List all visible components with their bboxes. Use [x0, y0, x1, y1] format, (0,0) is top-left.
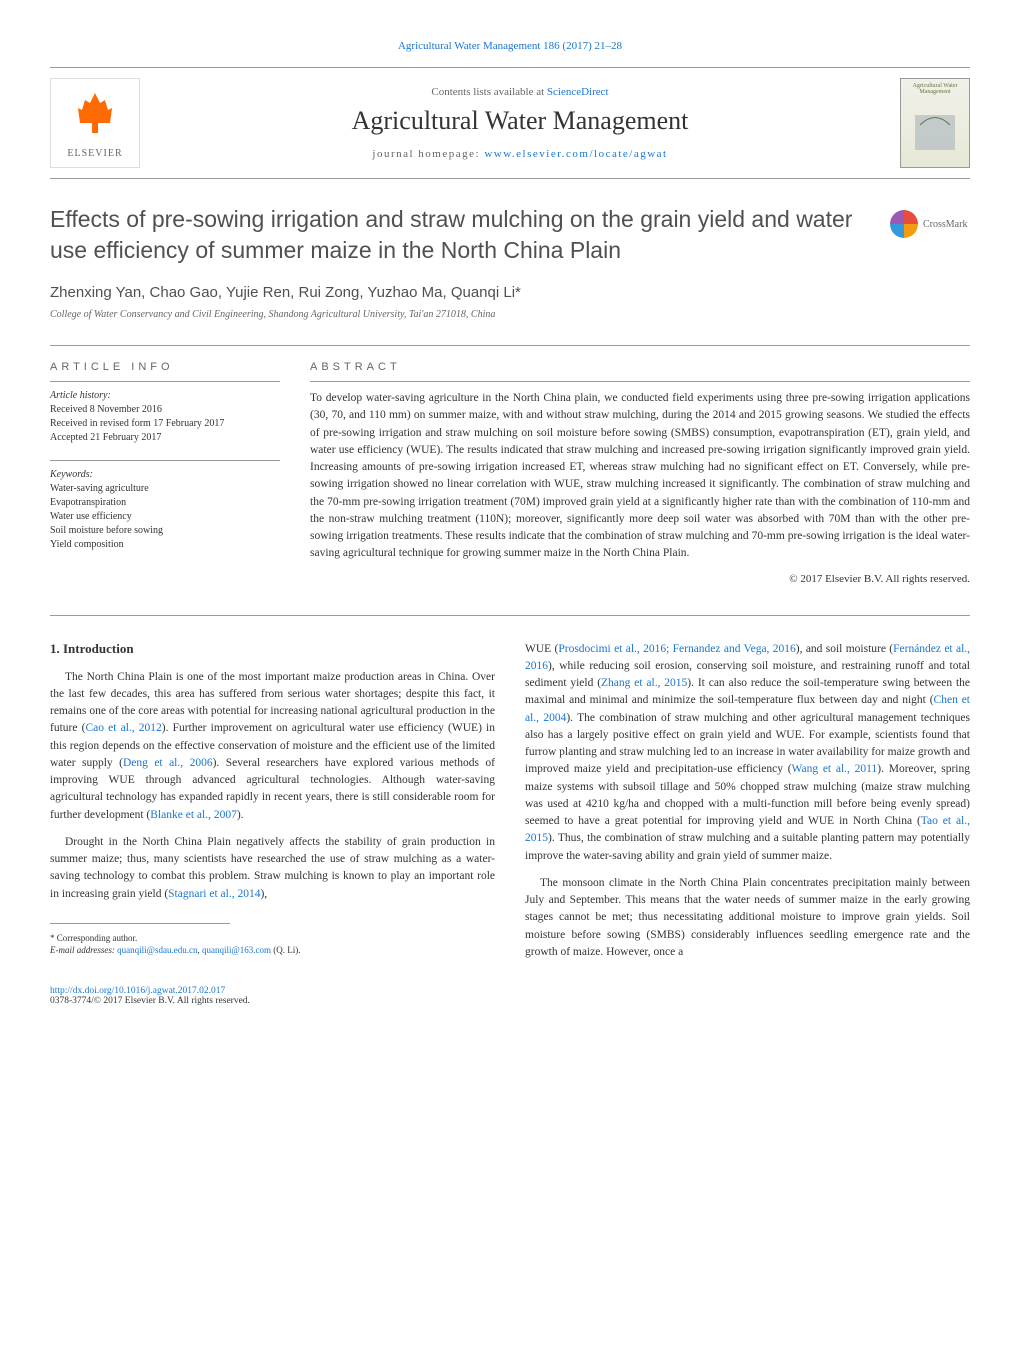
homepage-line: journal homepage: www.elsevier.com/locat…: [160, 148, 880, 160]
journal-name: Agricultural Water Management: [160, 106, 880, 136]
abstract-col: ABSTRACT To develop water-saving agricul…: [310, 361, 970, 585]
keyword: Soil moisture before sowing: [50, 524, 280, 538]
left-col: 1. Introduction The North China Plain is…: [50, 641, 495, 972]
citation-link[interactable]: Zhang et al., 2015: [601, 677, 687, 689]
citation-link[interactable]: Stagnari et al., 2014: [168, 888, 260, 900]
divider: [50, 345, 970, 346]
email-label: E-mail addresses:: [50, 945, 117, 955]
contents-prefix: Contents lists available at: [431, 86, 546, 98]
keyword: Water use efficiency: [50, 510, 280, 524]
info-abstract-row: ARTICLE INFO Article history: Received 8…: [50, 361, 970, 585]
journal-page: Agricultural Water Management 186 (2017)…: [0, 0, 1020, 1046]
doi-link[interactable]: http://dx.doi.org/10.1016/j.agwat.2017.0…: [50, 986, 225, 996]
body-paragraph: WUE (Prosdocimi et al., 2016; Fernandez …: [525, 641, 970, 865]
contents-line: Contents lists available at ScienceDirec…: [160, 86, 880, 98]
corresponding-note: * Corresponding author.: [50, 932, 495, 945]
header-citation: Agricultural Water Management 186 (2017)…: [50, 40, 970, 52]
keywords-block: Keywords: Water-saving agriculture Evapo…: [50, 460, 280, 552]
abstract-copyright: © 2017 Elsevier B.V. All rights reserved…: [310, 573, 970, 585]
sciencedirect-link[interactable]: ScienceDirect: [547, 86, 609, 98]
masthead-center: Contents lists available at ScienceDirec…: [160, 86, 880, 160]
crossmark-icon: [890, 210, 918, 238]
email-link[interactable]: quanqili@163.com: [202, 945, 271, 955]
article-title: Effects of pre-sowing irrigation and str…: [50, 204, 870, 266]
elsevier-tree-icon: [70, 88, 120, 148]
title-row: Effects of pre-sowing irrigation and str…: [50, 204, 970, 266]
body-paragraph: The North China Plain is one of the most…: [50, 669, 495, 824]
keyword: Evapotranspiration: [50, 496, 280, 510]
history-line: Received in revised form 17 February 201…: [50, 417, 280, 431]
history-block: Article history: Received 8 November 201…: [50, 381, 280, 445]
history-heading: Article history:: [50, 390, 280, 401]
history-line: Accepted 21 February 2017: [50, 431, 280, 445]
section-heading: 1. Introduction: [50, 641, 495, 657]
abstract-label: ABSTRACT: [310, 361, 970, 373]
doi-block: http://dx.doi.org/10.1016/j.agwat.2017.0…: [50, 986, 970, 1006]
keyword: Water-saving agriculture: [50, 482, 280, 496]
cover-title: Agricultural Water Management: [905, 83, 965, 95]
journal-cover-icon: Agricultural Water Management: [900, 78, 970, 168]
masthead: ELSEVIER Contents lists available at Sci…: [50, 67, 970, 179]
citation-link[interactable]: Wang et al., 2011: [792, 763, 878, 775]
homepage-link[interactable]: www.elsevier.com/locate/agwat: [484, 148, 667, 160]
history-line: Received 8 November 2016: [50, 403, 280, 417]
citation-link[interactable]: Deng et al., 2006: [123, 757, 213, 769]
section-number: 1.: [50, 641, 60, 656]
body-columns: 1. Introduction The North China Plain is…: [50, 641, 970, 972]
homepage-prefix: journal homepage:: [372, 148, 484, 160]
citation-link[interactable]: Cao et al., 2012: [85, 722, 161, 734]
footer-separator: [50, 923, 230, 924]
abstract-text: To develop water-saving agriculture in t…: [310, 381, 970, 563]
elsevier-logo: ELSEVIER: [50, 78, 140, 168]
elsevier-name: ELSEVIER: [67, 148, 122, 159]
crossmark-badge[interactable]: CrossMark: [890, 204, 970, 244]
affiliation: College of Water Conservancy and Civil E…: [50, 309, 970, 320]
body-paragraph: Drought in the North China Plain negativ…: [50, 834, 495, 903]
email-note: E-mail addresses: quanqili@sdau.edu.cn, …: [50, 944, 495, 957]
keyword: Yield composition: [50, 538, 280, 552]
citation-link[interactable]: Blanke et al., 2007: [150, 809, 237, 821]
article-info-col: ARTICLE INFO Article history: Received 8…: [50, 361, 280, 585]
keywords-heading: Keywords:: [50, 469, 280, 480]
divider: [50, 615, 970, 616]
issn-line: 0378-3774/© 2017 Elsevier B.V. All right…: [50, 996, 250, 1006]
section-title: Introduction: [63, 641, 134, 656]
email-link[interactable]: quanqili@sdau.edu.cn: [117, 945, 197, 955]
info-label: ARTICLE INFO: [50, 361, 280, 373]
citation-link[interactable]: Prosdocimi et al., 2016; Fernandez and V…: [558, 643, 795, 655]
right-col: WUE (Prosdocimi et al., 2016; Fernandez …: [525, 641, 970, 972]
body-paragraph: The monsoon climate in the North China P…: [525, 875, 970, 961]
author-list: Zhenxing Yan, Chao Gao, Yujie Ren, Rui Z…: [50, 284, 970, 301]
crossmark-label: CrossMark: [923, 219, 967, 230]
